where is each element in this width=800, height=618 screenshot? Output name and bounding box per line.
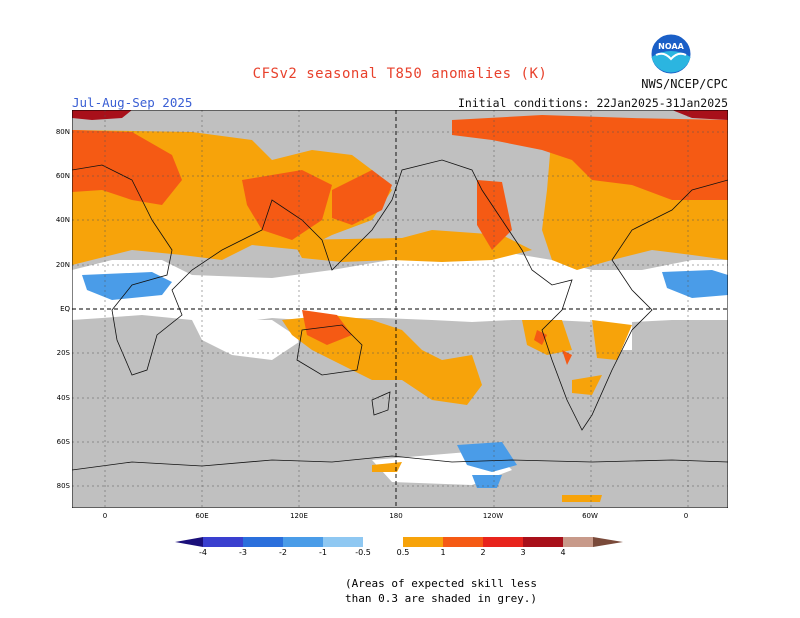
lon-label-0: 0 <box>102 512 108 520</box>
colorbar-label: 3 <box>520 548 526 557</box>
lat-label-20s: 20S <box>56 349 70 357</box>
colorbar <box>175 537 623 547</box>
colorbar-swatch <box>243 537 283 547</box>
colorbar-label: 0.5 <box>396 548 410 557</box>
lon-label-180: 180 <box>389 512 403 520</box>
colorbar-swatch <box>523 537 563 547</box>
initial-conditions-label: Initial conditions: 22Jan2025-31Jan2025 <box>457 96 728 110</box>
lat-label-60n: 60N <box>55 172 70 180</box>
coastlines <box>72 159 728 471</box>
anomaly-map <box>72 110 728 508</box>
agency-label: NWS/NCEP/CPC <box>641 77 728 91</box>
reference-lines <box>72 110 728 508</box>
skill-note-line: than 0.3 are shaded in grey.) <box>345 592 538 605</box>
colorbar-swatch <box>203 537 243 547</box>
lon-label-0-east: 0 <box>683 512 689 520</box>
colorbar-swatch <box>403 537 443 547</box>
colorbar-label: -1 <box>319 548 327 557</box>
skill-note: (Areas of expected skill less than 0.3 a… <box>345 576 537 606</box>
noaa-logo-icon: NOAA <box>650 33 692 75</box>
colorbar-label: 2 <box>480 548 486 557</box>
lat-label-60s: 60S <box>56 438 70 446</box>
colorbar-swatch <box>563 537 593 547</box>
colorbar-label: -3 <box>239 548 247 557</box>
colorbar-swatch <box>363 537 403 547</box>
colorbar-label: -4 <box>199 548 207 557</box>
colorbar-arrow-right <box>593 537 623 547</box>
lat-label-80n: 80N <box>55 128 70 136</box>
colorbar-swatch <box>283 537 323 547</box>
lon-label-60e: 60E <box>195 512 209 520</box>
map-title: CFSv2 seasonal T850 anomalies (K) <box>252 66 548 82</box>
skill-note-line: (Areas of expected skill less <box>345 577 538 590</box>
lat-label-20n: 20N <box>55 261 70 269</box>
svg-text:NOAA: NOAA <box>658 42 684 51</box>
season-label: Jul-Aug-Sep 2025 <box>72 95 193 110</box>
anomaly-negative-regions <box>82 270 728 488</box>
lat-label-80s: 80S <box>56 482 70 490</box>
colorbar-arrow-left <box>175 537 203 547</box>
colorbar-label: -0.5 <box>355 548 371 557</box>
lat-label-eq: EQ <box>60 305 70 313</box>
colorbar-swatch <box>483 537 523 547</box>
colorbar-label: -2 <box>279 548 287 557</box>
colorbar-swatch <box>443 537 483 547</box>
colorbar-swatch <box>323 537 363 547</box>
colorbar-label: 1 <box>440 548 446 557</box>
neutral-region <box>192 320 302 360</box>
lat-label-40s: 40S <box>56 394 70 402</box>
lon-label-60w: 60W <box>582 512 598 520</box>
anomaly-3-4-regions <box>72 110 728 120</box>
lat-label-40n: 40N <box>55 216 70 224</box>
lon-label-120e: 120E <box>290 512 308 520</box>
lat-lon-grid <box>72 110 728 508</box>
lon-label-120w: 120W <box>482 512 504 520</box>
colorbar-label: 4 <box>560 548 566 557</box>
